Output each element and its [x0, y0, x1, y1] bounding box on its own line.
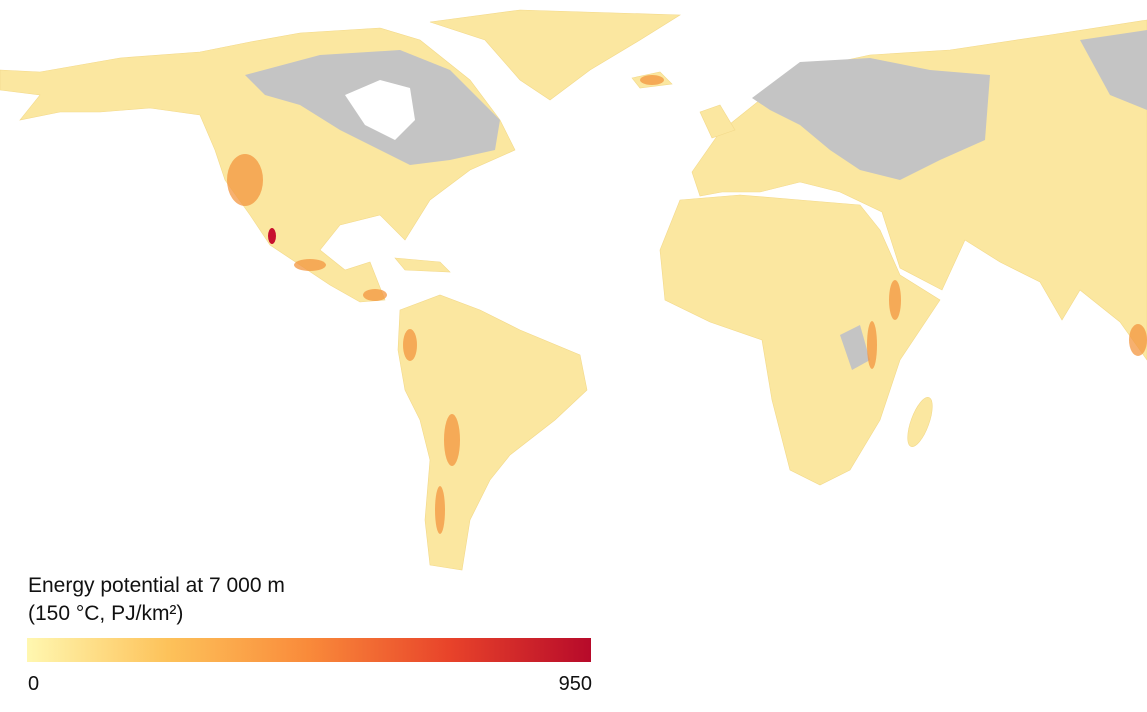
eurasia-gray-2	[1080, 30, 1147, 110]
hotspot	[640, 75, 664, 85]
landmasses	[0, 9, 1147, 571]
hotspot	[363, 289, 387, 301]
hotspot	[227, 154, 263, 206]
africa	[659, 194, 941, 486]
greenland	[429, 9, 681, 101]
hotspot	[1129, 324, 1147, 356]
hotspot	[435, 486, 445, 534]
hotspot	[889, 280, 901, 320]
madagascar	[907, 397, 933, 447]
legend: Energy potential at 7 000 m (150 °C, PJ/…	[27, 574, 591, 662]
hotspot-peak	[268, 228, 276, 244]
hotspot	[867, 321, 877, 369]
legend-subtitle: (150 °C, PJ/km²)	[28, 602, 183, 625]
south-america	[397, 294, 588, 571]
color-bar	[27, 638, 591, 662]
color-bar-tick-label: 0	[28, 673, 39, 695]
hotspot	[403, 329, 417, 361]
hotspot	[444, 414, 460, 466]
legend-title: Energy potential at 7 000 m	[28, 574, 285, 597]
hotspot	[294, 259, 326, 271]
hudson-bay	[345, 80, 415, 140]
africa-gray	[840, 325, 870, 370]
britain	[699, 104, 736, 139]
caribbean	[394, 257, 451, 273]
hotspots	[227, 75, 1147, 534]
color-bar-tick-label: 950	[559, 673, 592, 695]
eurasia-gray	[752, 58, 990, 180]
